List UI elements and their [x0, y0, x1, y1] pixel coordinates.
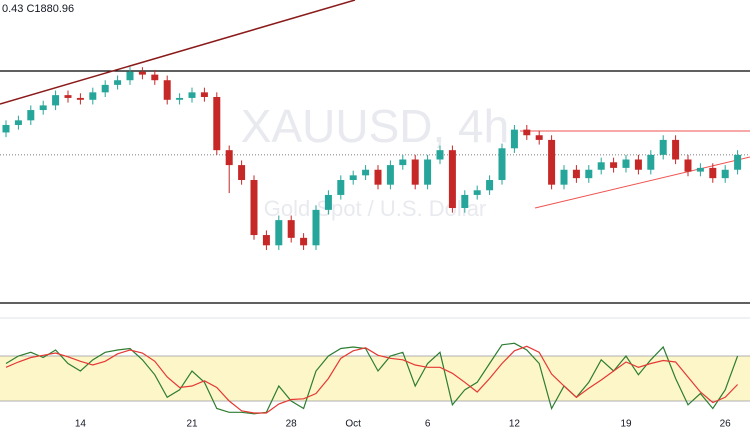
candle-body [374, 169, 382, 185]
candle-body [176, 97, 184, 100]
candle-body [610, 162, 618, 168]
candle-body [436, 150, 444, 160]
candle-body [126, 71, 134, 81]
candle-body [250, 180, 258, 236]
ohlc-header: 0.43 C1880.96 [2, 3, 74, 15]
candle-body [721, 169, 729, 179]
candle-body [597, 162, 605, 170]
candle-body [486, 180, 494, 191]
candle-body [52, 95, 60, 106]
candle-body [696, 167, 704, 172]
candle-body [473, 190, 481, 195]
candle-body [560, 169, 568, 185]
stoch-line [5, 342, 739, 415]
candle-body [362, 169, 370, 176]
trend-line [0, 0, 356, 105]
candle-body [213, 97, 221, 151]
candle-body [585, 169, 593, 179]
candle-body [275, 220, 283, 246]
candle-body [200, 92, 208, 98]
candle-body [238, 165, 246, 181]
x-tick-label: Oct [345, 419, 361, 430]
candle-body [386, 165, 394, 185]
candle-body [734, 154, 742, 170]
candle-body [163, 80, 171, 100]
candle-body [572, 169, 580, 179]
candle-body [523, 129, 531, 136]
candle-body [399, 159, 407, 166]
x-tick-label: 14 [75, 419, 87, 430]
candle-body [262, 235, 270, 246]
candle-body [535, 135, 543, 140]
candle-body [411, 159, 419, 185]
candle-body [64, 95, 72, 98]
candle-body [448, 150, 456, 208]
candle-body [548, 139, 556, 185]
stoch-band [0, 356, 750, 401]
candle-body [337, 180, 345, 195]
stoch-line [5, 345, 739, 414]
watermark: XAUUSD, 4h [241, 100, 509, 152]
trend-line [534, 156, 750, 209]
candle-body [461, 194, 469, 208]
x-tick-label: 6 [425, 419, 431, 430]
candle-body [225, 150, 233, 166]
candle-body [76, 97, 84, 100]
candle-body [2, 124, 10, 133]
candle-body [101, 84, 109, 93]
candle-body [622, 159, 630, 168]
x-tick-label: 21 [186, 419, 198, 430]
x-tick-label: 19 [620, 419, 632, 430]
candle-body [498, 148, 506, 181]
x-tick-label: 28 [286, 419, 298, 430]
candle-body [188, 92, 196, 98]
candle-body [151, 74, 159, 81]
candle-body [312, 209, 320, 246]
candle-body [349, 175, 357, 181]
candle-body [424, 159, 432, 185]
candle-body [287, 220, 295, 238]
candle-body [138, 71, 146, 75]
candle-body [684, 159, 692, 172]
candle-body [647, 154, 655, 170]
candle-body [634, 159, 642, 170]
candle-body [39, 105, 47, 111]
x-tick-label: 12 [509, 419, 521, 430]
candle-body [659, 139, 667, 155]
candle-body [114, 80, 122, 85]
candle-body [324, 194, 332, 210]
candle-body [89, 92, 97, 100]
candle-body [300, 237, 308, 246]
candle-body [14, 120, 22, 125]
candle-body [510, 129, 518, 149]
x-tick-label: 26 [720, 419, 732, 430]
candle-body [672, 139, 680, 160]
candle-body [27, 110, 35, 121]
candle-body [709, 167, 717, 179]
